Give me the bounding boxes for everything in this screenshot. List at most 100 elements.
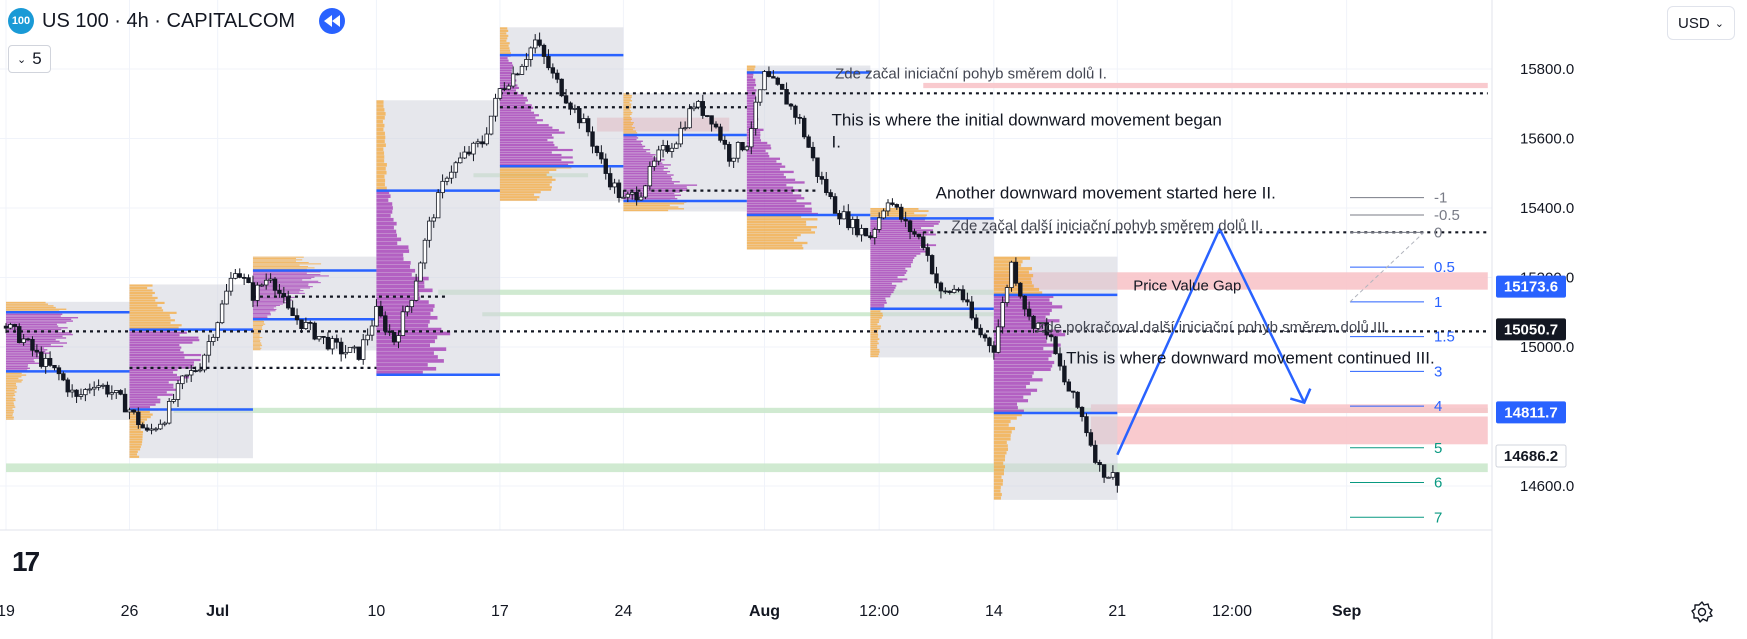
- indicator-count: 5: [32, 49, 42, 68]
- candle-body: [1071, 390, 1076, 393]
- candle-body: [594, 145, 600, 154]
- candle-body: [581, 118, 586, 124]
- symbol-logo[interactable]: 100: [8, 8, 34, 34]
- candle-body: [449, 171, 454, 179]
- candle-body: [92, 386, 97, 390]
- candle-body: [202, 354, 207, 371]
- replay-button[interactable]: [319, 8, 346, 34]
- candle-body: [497, 88, 503, 99]
- candle-body: [17, 326, 22, 343]
- candle-body: [387, 330, 392, 333]
- candle-body: [431, 217, 436, 222]
- fib-level-label: -0.5: [1434, 207, 1460, 224]
- tradingview-logo[interactable]: 17: [12, 546, 40, 577]
- candle-body: [533, 39, 538, 49]
- fib-level-label: 1.5: [1434, 329, 1455, 346]
- candle-body: [735, 142, 741, 159]
- candle-body: [660, 145, 666, 151]
- candle-body: [144, 427, 150, 431]
- volume-profile: [746, 65, 871, 250]
- time-axis-label: 10: [368, 603, 386, 620]
- price-axis-label: 15600.0: [1520, 131, 1574, 148]
- candle-body: [625, 193, 631, 198]
- candle-body: [290, 307, 295, 316]
- candle-body: [286, 296, 291, 309]
- support-zone: [6, 463, 1488, 473]
- candle-body: [810, 146, 816, 159]
- candle-body: [859, 228, 864, 236]
- candle-body: [1048, 334, 1054, 338]
- volume-profile: [376, 100, 500, 377]
- candle-body: [969, 301, 974, 319]
- candle-body: [189, 370, 194, 376]
- resistance-zone: [1090, 416, 1488, 445]
- candle-body: [281, 293, 287, 298]
- candle-body: [515, 73, 520, 76]
- candle-body: [1075, 391, 1080, 408]
- candle-body: [215, 322, 220, 338]
- candle-body: [643, 185, 648, 198]
- fib-level-label: 0: [1434, 224, 1442, 241]
- volume-profile: [499, 27, 624, 202]
- candle-body: [863, 228, 869, 237]
- time-axis-label: 17: [491, 603, 509, 620]
- candle-body: [25, 338, 31, 341]
- candle-body: [277, 289, 282, 294]
- candle-body: [316, 336, 322, 340]
- candle-body: [338, 341, 344, 355]
- candle-body: [687, 108, 692, 129]
- symbol-title[interactable]: US 100 · 4h · CAPITALCOM: [42, 9, 296, 32]
- time-axis-label: 12:00: [859, 603, 899, 620]
- candle-body: [1053, 336, 1058, 355]
- candle-body: [1044, 322, 1049, 336]
- candle-body: [321, 336, 326, 338]
- chart-annotation: This is where the initial downward movem…: [832, 110, 1222, 129]
- candle-body: [1026, 308, 1032, 317]
- candle-body: [528, 47, 533, 60]
- candle-body: [722, 139, 728, 145]
- candle-body: [546, 56, 551, 69]
- candle-body: [881, 210, 886, 219]
- candle-body: [325, 336, 331, 350]
- volume-profile: [6, 301, 130, 420]
- candle-body: [488, 115, 494, 135]
- candle-body: [806, 136, 811, 148]
- candle-body: [885, 202, 891, 212]
- price-badge-label: 14686.2: [1504, 448, 1558, 465]
- candle-body: [427, 220, 432, 241]
- projection-arrowhead: [1289, 388, 1312, 405]
- candle-body: [136, 411, 141, 426]
- support-zone: [482, 312, 994, 317]
- price-badge-label: 14811.7: [1504, 404, 1557, 421]
- candle-body: [440, 180, 445, 194]
- candle-body: [259, 284, 264, 287]
- indicator-visibility-button[interactable]: ⌄ 5: [8, 45, 51, 73]
- candle-body: [956, 288, 961, 291]
- candle-body: [228, 277, 234, 292]
- candle-body: [65, 379, 70, 393]
- candle-body: [422, 239, 428, 264]
- candle-body: [815, 157, 820, 177]
- candle-body: [779, 83, 785, 90]
- candle-body: [493, 97, 498, 117]
- candle-body: [965, 299, 970, 303]
- candle-body: [727, 143, 732, 162]
- candle-body: [744, 146, 750, 151]
- candle-body: [193, 370, 198, 372]
- currency-select[interactable]: USD ⌄: [1667, 6, 1735, 40]
- candle-body: [1062, 365, 1067, 383]
- candle-body: [890, 202, 895, 205]
- candle-body: [197, 369, 203, 372]
- candle-body: [876, 217, 882, 230]
- settings-gear-icon[interactable]: [1690, 600, 1714, 624]
- chart-annotation: Zde pokračoval další iniciační pohyb smě…: [1036, 319, 1390, 336]
- candle-body: [1106, 476, 1111, 479]
- fib-level-label: 3: [1434, 363, 1442, 380]
- candle-body: [83, 389, 88, 396]
- candle-body: [149, 428, 154, 431]
- candle-body: [559, 78, 564, 97]
- candle-body: [263, 279, 269, 286]
- candle-body: [308, 321, 313, 324]
- candle-body: [378, 306, 384, 317]
